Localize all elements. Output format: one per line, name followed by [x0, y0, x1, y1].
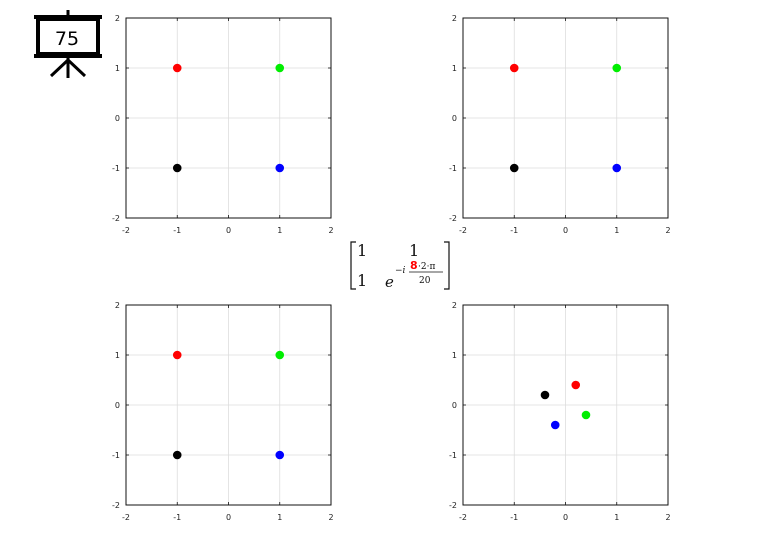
data-point — [172, 350, 182, 360]
x-tick-label: 2 — [328, 226, 333, 235]
data-point — [172, 163, 182, 173]
y-tick-label: 1 — [115, 64, 120, 73]
x-tick-label: 0 — [226, 226, 231, 235]
slide-number: 75 — [55, 28, 79, 50]
y-tick-label: -2 — [449, 214, 457, 223]
data-point — [275, 163, 285, 173]
scatter-plot-top-right: -2 -1 0 1 2 -2 -1 0 1 2 — [449, 14, 671, 235]
data-point — [275, 450, 285, 460]
data-point — [509, 163, 519, 173]
y-tick-label: 1 — [115, 351, 120, 360]
matrix-exp-denominator: 20 — [419, 276, 431, 286]
y-tick-label: -1 — [449, 451, 457, 460]
data-point — [581, 410, 591, 420]
x-tick-label: -2 — [459, 513, 467, 522]
matrix-left-bracket — [350, 241, 356, 290]
x-tick-label: 0 — [563, 513, 568, 522]
x-tick-label: 0 — [226, 513, 231, 522]
x-tick-label: -2 — [122, 226, 130, 235]
y-tick-label: -1 — [449, 164, 457, 173]
x-tick-label: 2 — [665, 226, 670, 235]
x-tick-label: 1 — [614, 513, 619, 522]
x-tick-label: 2 — [665, 513, 670, 522]
x-tick-label: -1 — [173, 513, 181, 522]
data-point — [172, 63, 182, 73]
scatter-plot-bottom-left: -2 -1 0 1 2 -2 -1 0 1 2 — [112, 301, 334, 522]
matrix-exp-highlight: 8 — [410, 259, 418, 272]
scatter-plot-bottom-right: -2 -1 0 1 2 -2 -1 0 1 2 — [449, 301, 671, 522]
y-tick-label: -2 — [112, 501, 120, 510]
matrix-right-bracket — [444, 241, 450, 290]
data-point — [509, 63, 519, 73]
y-tick-label: 0 — [115, 401, 120, 410]
y-tick-label: 1 — [452, 351, 457, 360]
y-tick-label: 2 — [115, 14, 120, 23]
data-point — [540, 390, 550, 400]
data-point — [571, 380, 581, 390]
x-tick-label: 1 — [614, 226, 619, 235]
x-tick-label: -1 — [510, 226, 518, 235]
y-tick-label: 0 — [452, 401, 457, 410]
data-point — [612, 63, 622, 73]
x-tick-label: 0 — [563, 226, 568, 235]
data-point — [275, 63, 285, 73]
matrix-exp-sign: −i — [395, 266, 406, 276]
y-tick-label: 2 — [452, 301, 457, 310]
y-tick-label: -1 — [112, 164, 120, 173]
x-tick-label: -2 — [459, 226, 467, 235]
data-point — [612, 163, 622, 173]
y-tick-label: 2 — [452, 14, 457, 23]
matrix-r1c1: 1 — [357, 241, 367, 260]
matrix-r1c2: 1 — [409, 241, 419, 260]
x-tick-label: 1 — [277, 513, 282, 522]
x-tick-label: 2 — [328, 513, 333, 522]
dft-matrix: 1 1 1 e −i 8 ·2·π 20 — [350, 241, 450, 291]
y-tick-label: 0 — [452, 114, 457, 123]
y-tick-label: -1 — [112, 451, 120, 460]
scatter-plot-top-left: -2 -1 0 1 2 -2 -1 0 1 2 — [112, 14, 334, 235]
y-tick-label: 0 — [115, 114, 120, 123]
data-point — [275, 350, 285, 360]
y-tick-label: -2 — [112, 214, 120, 223]
x-tick-label: 1 — [277, 226, 282, 235]
matrix-exp-base: e — [385, 273, 394, 291]
data-point — [550, 420, 560, 430]
data-point — [172, 450, 182, 460]
x-tick-label: -2 — [122, 513, 130, 522]
presentation-screen-icon — [34, 10, 102, 78]
y-tick-label: -2 — [449, 501, 457, 510]
matrix-exp-numerator: ·2·π — [418, 262, 435, 272]
y-tick-label: 1 — [452, 64, 457, 73]
x-tick-label: -1 — [173, 226, 181, 235]
y-tick-label: 2 — [115, 301, 120, 310]
x-tick-label: -1 — [510, 513, 518, 522]
matrix-r2c1: 1 — [357, 271, 367, 290]
